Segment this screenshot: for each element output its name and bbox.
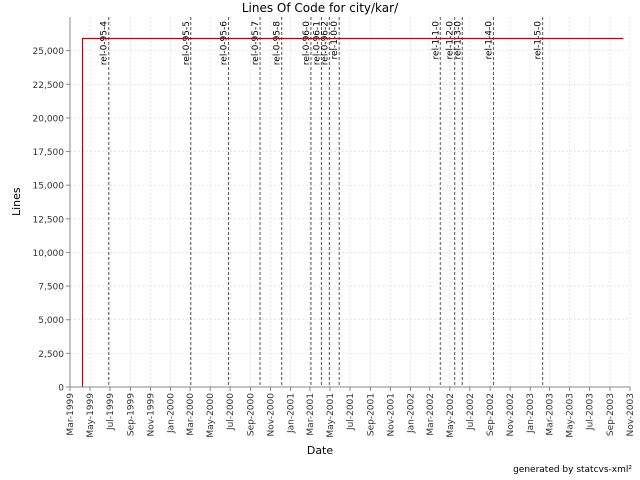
y-tick-label: 10,000 [33,249,65,259]
x-tick-label: Mar-2000 [186,393,196,436]
x-tick-label: May-2002 [446,393,456,438]
loc-series-line [81,37,624,387]
release-marker-label: rel-0-95-8 [273,21,283,65]
release-marker-label: rel-0-96-1 [312,21,322,65]
x-tick-label: Nov-2001 [386,393,396,436]
release-marker-label: rel-1-3-0 [453,21,463,60]
x-tick-label: Jan-2003 [526,393,536,434]
release-marker-label: rel-0-96-2 [320,21,330,65]
release-marker-label: rel-0-95-4 [100,21,110,65]
x-tick-label: May-1999 [86,393,96,438]
release-marker-label: rel-1-0-0 [330,21,340,60]
x-tick-label: Sep-2001 [366,393,376,436]
x-tick-label: Jan-2001 [287,393,297,434]
x-tick-label: Nov-2003 [626,393,636,436]
generator-footer: generated by statcvs-xml² [513,465,632,475]
y-tick-label: 15,000 [33,182,65,192]
y-tick-label: 12,500 [33,215,65,225]
x-tick-label: Mar-2002 [426,393,436,436]
y-tick-label: 0 [58,384,64,394]
y-tick-label: 22,500 [33,81,65,91]
x-tick-label: Mar-1999 [66,393,76,436]
x-tick-label: Jul-1999 [106,393,116,431]
x-tick-label: Mar-2003 [546,393,556,436]
y-tick-label: 7,500 [38,283,64,293]
y-tick-label: 2,500 [38,350,64,360]
x-tick-label: May-2003 [566,393,576,438]
x-tick-label: Sep-2000 [247,393,257,436]
release-marker-label: rel-1-1-0 [431,21,441,60]
release-marker-label: rel-0-96-0 [302,21,312,65]
x-tick-label: Mar-2001 [306,393,316,436]
x-tick-label: Sep-2002 [486,393,496,436]
x-tick-label: Jul-2003 [586,393,596,431]
x-tick-label: Sep-1999 [126,393,136,436]
x-tick-label: Nov-2000 [267,393,277,437]
chart-title: Lines Of Code for city/kar/ [241,1,399,15]
release-marker-label: rel-0-95-7 [251,21,261,65]
y-tick-label: 20,000 [33,114,65,124]
x-tick-label: Jul-2001 [346,393,356,431]
x-tick-label: Jan-2002 [406,393,416,434]
x-tick-label: May-2001 [326,393,336,438]
x-tick-label: Nov-2002 [506,393,516,436]
x-tick-label: Jul-2002 [466,393,476,431]
x-tick-label: Jul-2000 [226,393,236,431]
release-marker-label: rel-1-5-0 [534,21,544,60]
x-axis-label: Date [306,444,334,457]
release-marker-label: rel-1-4-0 [484,21,494,60]
x-tick-label: Jan-2000 [166,393,176,434]
x-tick-label: Sep-2003 [606,393,616,436]
y-tick-label: 5,000 [38,316,64,326]
x-tick-label: May-2000 [206,393,216,438]
y-tick-label: 25,000 [33,47,65,57]
y-tick-label: 17,500 [33,148,65,158]
release-marker-label: rel-0-95-6 [220,21,230,65]
release-marker-label: rel-1-2-0 [446,21,456,60]
x-tick-label: Nov-1999 [146,393,156,437]
release-marker-label: rel-0-95-5 [182,21,192,65]
